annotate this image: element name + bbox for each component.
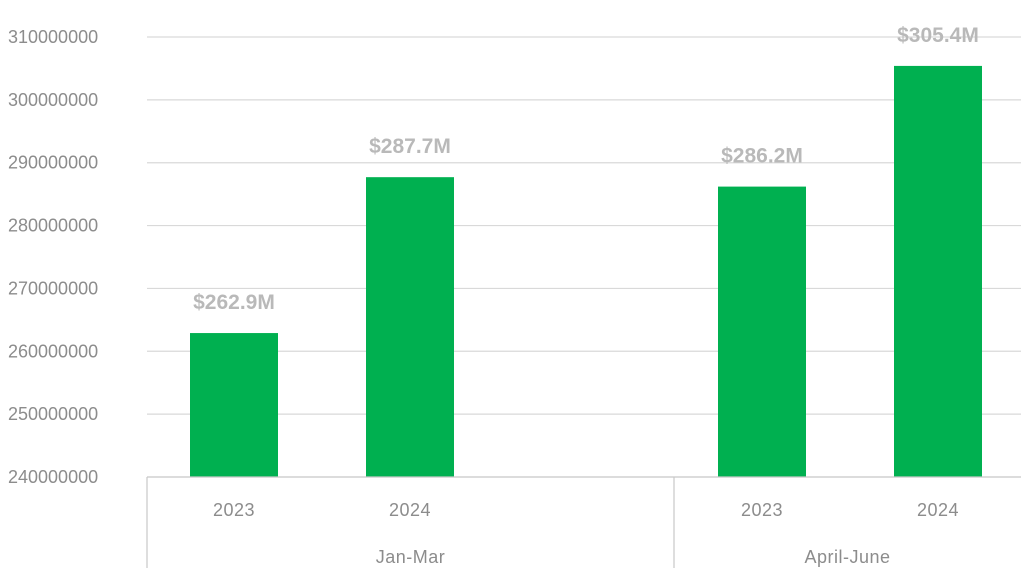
data-label: $287.7M xyxy=(369,135,451,158)
y-tick-label: 300000000 xyxy=(8,90,98,110)
y-tick-label: 280000000 xyxy=(8,216,98,236)
data-label: $262.9M xyxy=(193,291,275,314)
y-tick-label: 260000000 xyxy=(8,341,98,361)
bar xyxy=(366,177,454,477)
data-label: $305.4M xyxy=(897,24,979,47)
y-tick-label: 250000000 xyxy=(8,404,98,424)
x-axis: 2023 2024 Jan-Mar 2023 2024 April-June xyxy=(146,476,1021,568)
data-label: $286.2M xyxy=(721,145,803,168)
data-labels: $262.9M $287.7M $286.2M $305.4M xyxy=(193,24,979,314)
y-tick-label: 310000000 xyxy=(8,27,98,47)
bar xyxy=(190,333,278,477)
x-tick-label: 2023 xyxy=(213,500,255,520)
bar xyxy=(894,65,982,478)
bar xyxy=(718,186,806,477)
x-tick-label: 2023 xyxy=(741,500,783,520)
group-label: April-June xyxy=(804,547,890,567)
group-label: Jan-Mar xyxy=(376,547,446,567)
bars xyxy=(190,65,982,478)
y-tick-label: 290000000 xyxy=(8,153,98,173)
y-tick-label: 240000000 xyxy=(8,467,98,487)
gridlines xyxy=(147,36,1021,415)
x-tick-label: 2024 xyxy=(917,500,959,520)
y-tick-label: 270000000 xyxy=(8,278,98,298)
x-tick-label: 2024 xyxy=(389,500,431,520)
y-axis-tick-labels: 240000000 250000000 260000000 270000000 2800… xyxy=(8,27,98,487)
